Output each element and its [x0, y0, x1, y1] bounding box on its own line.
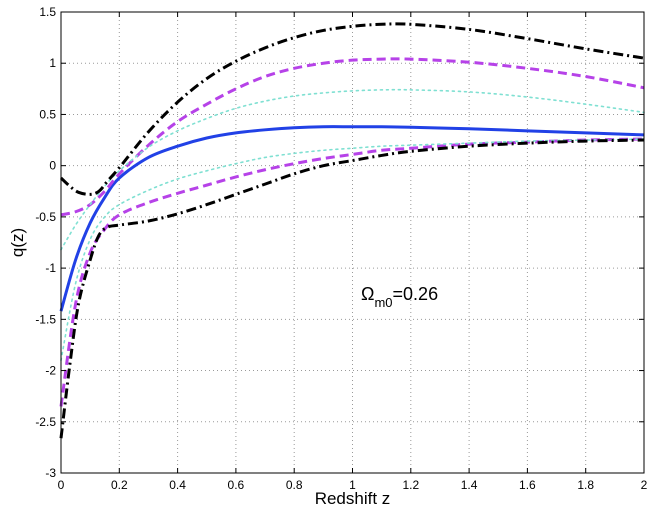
omega-value: =0.26: [393, 284, 439, 304]
grid-lines: [61, 12, 644, 473]
x-tick-label: 0: [58, 478, 65, 492]
x-tick-label: 1.2: [402, 478, 419, 492]
omega-annotation: Ωm0=0.26: [361, 284, 438, 310]
series-dashdot-line-5: [59, 22, 645, 196]
x-tick-label: 1.8: [577, 478, 594, 492]
y-tick-label: 1: [49, 56, 56, 70]
x-tick-label: 1: [349, 478, 356, 492]
y-tick-label: -0.5: [35, 210, 56, 224]
y-tick-label: 0: [49, 159, 56, 173]
y-tick-label: -2: [45, 364, 56, 378]
x-tick-label: 1.6: [519, 478, 536, 492]
series-dashed-line-1: [60, 57, 645, 217]
x-tick-label: 0.6: [228, 478, 245, 492]
series-group: [59, 22, 645, 439]
series-dashed-line-2: [59, 137, 645, 407]
x-tick-label: 0.2: [111, 478, 128, 492]
y-tick-label: 0.5: [39, 107, 56, 121]
omega-symbol: Ω: [361, 284, 374, 304]
y-tick-label: -1: [45, 261, 56, 275]
x-tick-label: 0.4: [169, 478, 186, 492]
y-tick-label: -1.5: [35, 312, 56, 326]
y-tick-label: -3: [45, 466, 56, 480]
x-axis-label: Redshift z: [315, 489, 391, 508]
omega-subscript: m0: [374, 295, 392, 310]
x-tick-label: 2: [641, 478, 648, 492]
series-solid-line-0: [59, 125, 645, 312]
axis-ticks: 0 0.2 0.4 0.6 0.8 1 1.2 1.4 1.6 1.8 2 -3 -2.5 -2 -1.5 -…: [35, 5, 647, 492]
y-tick-label: -2.5: [35, 415, 56, 429]
y-axis-label: q(z): [8, 228, 27, 257]
x-tick-label: 0.8: [286, 478, 303, 492]
series-dotted-line-4: [60, 138, 645, 362]
y-tick-label: 1.5: [39, 5, 56, 19]
x-tick-label: 1.4: [461, 478, 478, 492]
series-dashdot-line-6: [59, 138, 645, 439]
